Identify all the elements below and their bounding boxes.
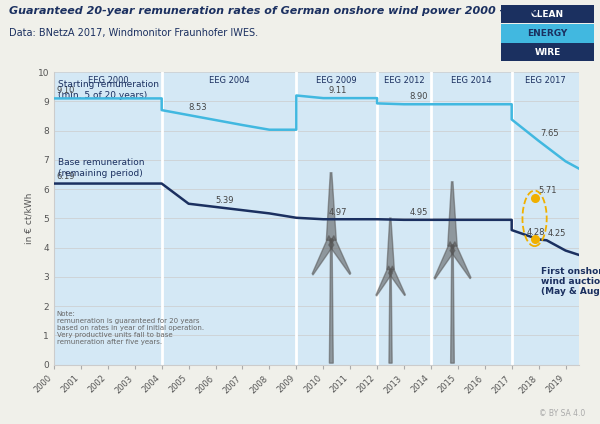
Text: 5.71: 5.71	[539, 186, 557, 195]
Polygon shape	[434, 242, 455, 279]
Polygon shape	[451, 246, 454, 363]
Text: EEG 2014: EEG 2014	[451, 75, 491, 85]
Text: 4.25: 4.25	[548, 229, 566, 238]
Text: 6.19: 6.19	[56, 172, 75, 181]
Text: ENERGY: ENERGY	[527, 29, 568, 38]
Polygon shape	[329, 240, 333, 363]
Text: Data: BNetzA 2017, Windmonitor Fraunhofer IWES.: Data: BNetzA 2017, Windmonitor Fraunhofe…	[9, 28, 258, 38]
Bar	[296, 72, 377, 365]
Text: EEG 2004: EEG 2004	[209, 75, 250, 85]
Polygon shape	[448, 182, 457, 246]
Polygon shape	[312, 236, 334, 275]
Text: CLEAN: CLEAN	[531, 10, 564, 19]
Text: 8.53: 8.53	[188, 103, 207, 112]
Text: 4.28: 4.28	[527, 228, 545, 237]
FancyBboxPatch shape	[501, 43, 594, 62]
Text: EEG 2000: EEG 2000	[88, 75, 128, 85]
Polygon shape	[389, 266, 405, 296]
Text: EEG 2012: EEG 2012	[383, 75, 424, 85]
Text: 7.65: 7.65	[540, 129, 559, 138]
Text: Starting remuneration
(min. 5 of 20 years): Starting remuneration (min. 5 of 20 year…	[58, 80, 159, 100]
Text: Base remuneration
(remaining period): Base remuneration (remaining period)	[58, 159, 145, 178]
Bar	[431, 72, 512, 365]
Bar	[161, 72, 296, 365]
Polygon shape	[387, 218, 394, 270]
Polygon shape	[329, 236, 350, 275]
FancyBboxPatch shape	[501, 5, 594, 23]
Polygon shape	[376, 266, 392, 296]
Text: WIRE: WIRE	[535, 48, 560, 57]
Bar	[377, 72, 431, 365]
Text: EEG 2009: EEG 2009	[316, 75, 357, 85]
Polygon shape	[326, 173, 336, 240]
Bar	[54, 72, 161, 365]
Text: Guaranteed 20-year remuneration rates of German onshore wind power 2000 - 2018.: Guaranteed 20-year remuneration rates of…	[9, 6, 544, 17]
Text: 5.39: 5.39	[215, 195, 234, 205]
Text: Note:
remuneration is guaranteed for 20 years
based on rates in year of initial : Note: remuneration is guaranteed for 20 …	[56, 310, 204, 345]
Text: 9.11: 9.11	[329, 86, 347, 95]
Y-axis label: in € ct/kWh: in € ct/kWh	[25, 192, 34, 244]
Text: 4.97: 4.97	[329, 208, 347, 217]
Text: © BY SA 4.0: © BY SA 4.0	[539, 409, 585, 418]
Text: EEG 2017: EEG 2017	[525, 75, 566, 85]
Polygon shape	[389, 270, 392, 363]
Bar	[512, 72, 579, 365]
Text: 9.10: 9.10	[56, 86, 75, 95]
Text: 8.90: 8.90	[409, 92, 428, 101]
FancyBboxPatch shape	[501, 24, 594, 42]
Polygon shape	[450, 242, 471, 279]
Text: First onshore
wind auctions
(May & Aug): First onshore wind auctions (May & Aug)	[541, 267, 600, 296]
Text: 4.95: 4.95	[409, 209, 428, 218]
